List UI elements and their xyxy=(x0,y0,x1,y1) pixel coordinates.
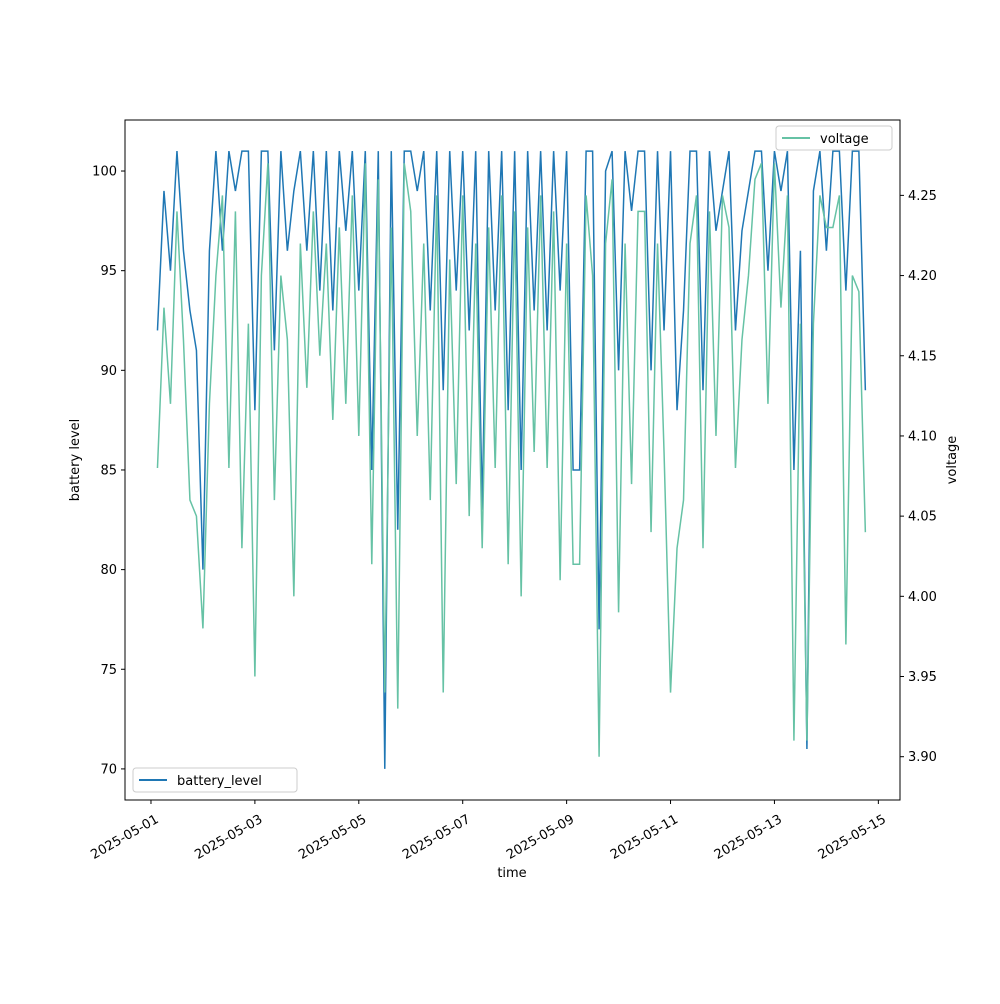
x-tick-label: 2025-05-13 xyxy=(712,812,785,863)
y-tick-label: 85 xyxy=(100,463,117,478)
legend-label: voltage xyxy=(820,132,869,147)
x-tick-label: 2025-05-05 xyxy=(296,812,369,863)
line-battery-level xyxy=(156,150,867,769)
x-tick-label: 2025-05-15 xyxy=(816,812,889,863)
y-tick-label: 80 xyxy=(100,563,117,578)
x-tick-label: 2025-05-07 xyxy=(400,812,473,863)
plot-frame xyxy=(124,119,901,801)
y-tick-label: 95 xyxy=(100,264,117,279)
y2-tick-label: 4.20 xyxy=(908,269,937,284)
legend-box xyxy=(775,125,893,151)
y-tick-label: 90 xyxy=(100,364,117,379)
legend: voltage xyxy=(775,125,893,151)
x-axis-label: time xyxy=(497,866,526,881)
y2-tick-label: 3.90 xyxy=(908,750,937,765)
y-axis-label: battery level xyxy=(68,419,83,502)
y-tick-label: 100 xyxy=(92,165,117,180)
x-tick-label: 2025-05-09 xyxy=(504,812,577,863)
line-voltage xyxy=(156,163,867,757)
x-tick-label: 2025-05-11 xyxy=(608,812,681,863)
y2-tick-label: 4.10 xyxy=(908,429,937,444)
y2-tick-label: 3.95 xyxy=(908,670,937,685)
legend-box xyxy=(132,767,298,793)
y-tick-label: 70 xyxy=(100,762,117,777)
legend-label: battery_level xyxy=(177,774,262,789)
x-tick-label: 2025-05-01 xyxy=(88,812,161,863)
y2-tick-label: 4.25 xyxy=(908,189,937,204)
y2-tick-label: 4.00 xyxy=(908,590,937,605)
y2-tick-label: 4.15 xyxy=(908,349,937,364)
y2-axis-label: voltage xyxy=(945,436,960,485)
legend: battery_level xyxy=(132,767,298,793)
x-tick-label: 2025-05-03 xyxy=(192,812,265,863)
y-tick-label: 75 xyxy=(100,663,117,678)
y2-tick-label: 4.05 xyxy=(908,510,937,525)
